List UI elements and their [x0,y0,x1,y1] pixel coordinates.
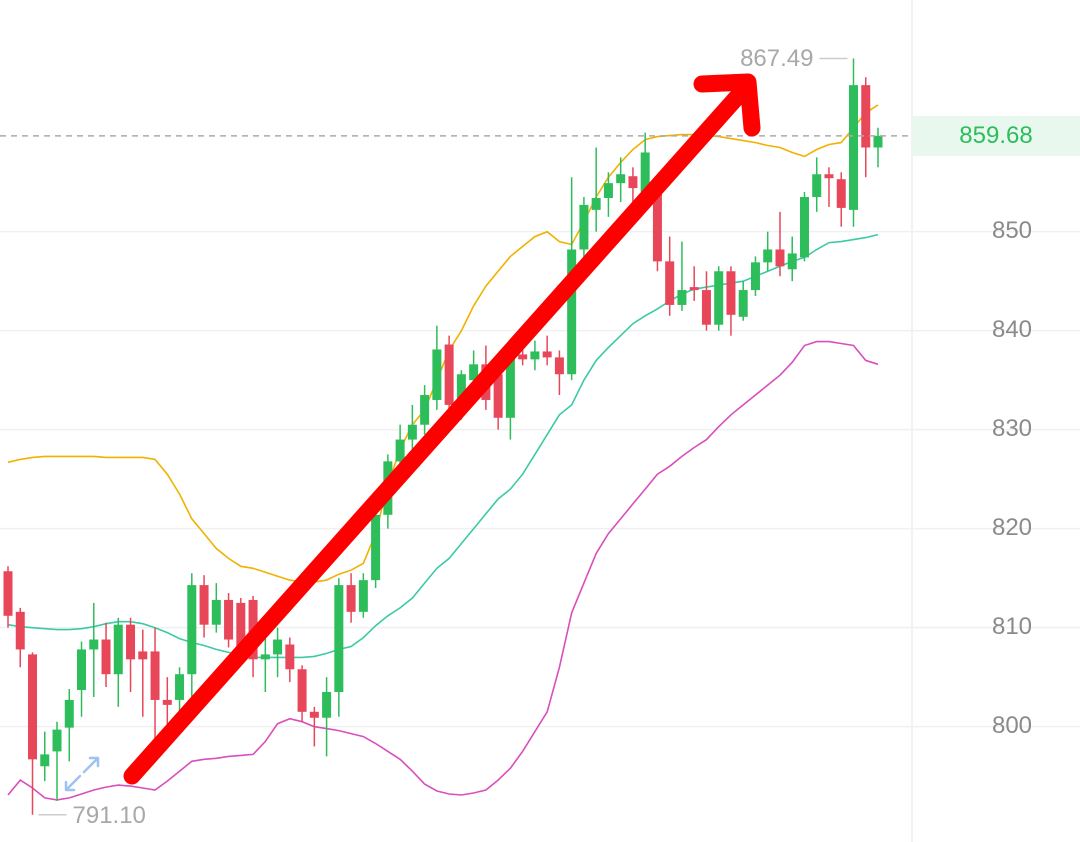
candle-body [456,374,466,405]
expand-icon-arrow [64,774,82,792]
expand-icon-arrow [82,756,100,774]
candle-body [432,349,442,400]
candle-body [113,624,123,675]
candle-body [640,152,650,193]
band-line [7,340,879,801]
candle-body [665,261,675,305]
candle-body [848,85,858,210]
last-price-box [913,115,1080,156]
candle-body [750,262,760,291]
candle-body [493,374,503,418]
candle-body [701,290,711,325]
candle-body [358,580,368,612]
band-line [7,104,879,583]
candle-body [15,611,25,650]
candle-body [628,176,638,189]
candle-body [395,439,405,462]
candle-body [40,754,50,767]
y-tick-label: 830 [992,415,1032,442]
expand-icon [64,756,100,792]
candle-body [469,364,479,381]
candle-body [309,711,319,718]
candle-body [138,651,148,660]
y-tick-label: 840 [992,316,1032,343]
candle-body [28,654,38,760]
candle-body [64,699,74,728]
candle-body [3,571,13,616]
candle-body [52,729,62,752]
candle-body [567,249,577,375]
candle-body [554,357,564,375]
y-tick-label: 810 [992,613,1032,640]
candle-body [652,190,662,262]
trend-arrow-head [693,73,761,137]
candle-body [126,624,136,660]
last-price-label: 859.68 [959,122,1032,149]
candle-body [407,424,417,440]
candle-body [824,174,834,179]
y-tick-label: 820 [992,514,1032,541]
candle-body [603,183,613,199]
candle-body [199,585,209,625]
candle-body [714,271,724,325]
candle-body [616,174,626,184]
candle-body [260,654,270,660]
candle-body [689,287,699,291]
candle-body [285,644,295,670]
candle-body [89,639,99,650]
candle-body [224,599,234,640]
candle-body [799,197,809,258]
candle-body [175,674,185,700]
y-tick-label: 850 [992,217,1032,244]
candle-body [763,249,773,263]
y-tick-label: 800 [992,712,1032,739]
candle-body [873,135,883,148]
candle-body [505,349,515,418]
candle-body [187,585,197,675]
candle-body [579,204,589,250]
candle-body [726,271,736,315]
candle-body [444,344,454,405]
candle-body [420,395,430,425]
candle-body [812,174,822,198]
candle-body [346,585,356,612]
candle-body [371,514,381,581]
candle-body [150,651,160,700]
candle-body [530,351,540,360]
candle-body [334,585,344,693]
candle-body [591,198,601,210]
candle-body [542,351,552,358]
candle-body [297,669,307,712]
candle-body [775,249,785,267]
low-label: 791.10 [73,802,146,829]
candle-body [861,85,871,148]
candle-body [236,602,246,648]
candle-body [322,692,332,718]
trend-arrow-shaft [123,87,747,785]
candle-body [211,599,221,625]
candle-body [677,290,687,305]
candle-body [162,699,172,705]
candle-body [787,253,797,270]
candle-body [273,639,283,655]
high-label: 867.49 [740,45,813,72]
candle-body [101,639,111,675]
candle-body [738,290,748,317]
candle-body [518,354,528,360]
candle-body [77,649,87,691]
candle-body [836,179,846,208]
